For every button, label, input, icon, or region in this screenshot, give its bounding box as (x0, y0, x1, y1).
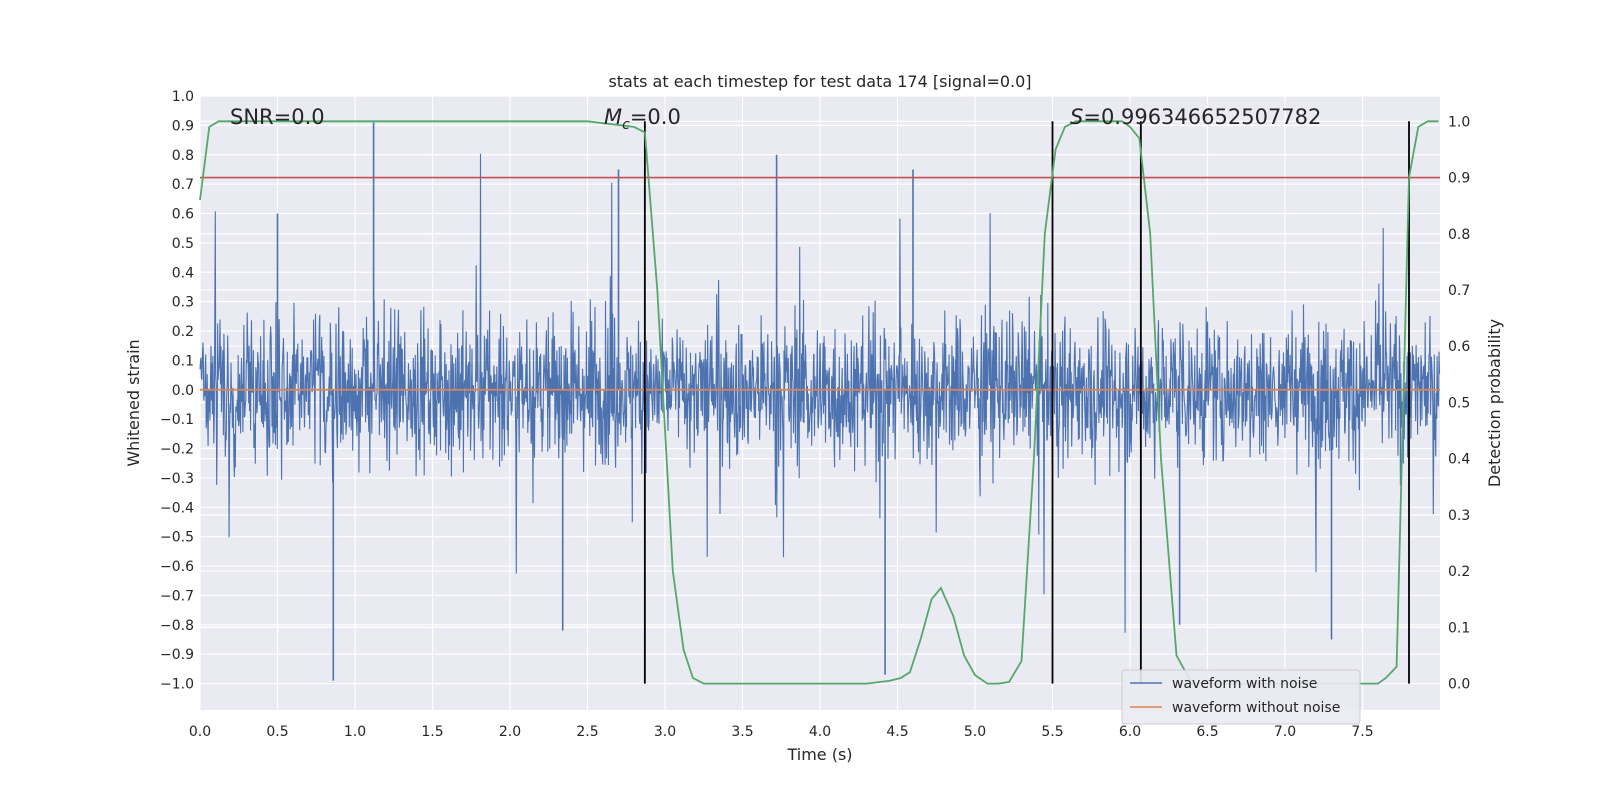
y2-tick-label: 0.8 (1448, 227, 1470, 243)
legend-label-noisy: waveform with noise (1172, 676, 1317, 692)
x-tick-label: 4.0 (809, 724, 831, 740)
x-axis-label: Time (s) (786, 745, 852, 764)
y-tick-label: 0.2 (172, 324, 194, 340)
y2-tick-label: 0.1 (1448, 620, 1470, 636)
detection-probability-line (199, 120, 1439, 685)
x-tick-label: 1.0 (344, 724, 366, 740)
score-annotation: S=0.996346652507782 (1070, 105, 1321, 129)
y2-tick-label: 0.0 (1448, 677, 1470, 693)
y-tick-label: −0.7 (160, 588, 194, 604)
y-tick-label: 0.0 (172, 383, 194, 399)
y-tick-label: −0.4 (160, 500, 194, 516)
x-tick-label: 3.0 (654, 724, 676, 740)
x-tick-label: 3.5 (731, 724, 753, 740)
y-tick-label: −1.0 (160, 677, 194, 693)
y-tick-label: 0.4 (172, 265, 194, 281)
x-tick-label: 6.5 (1196, 724, 1218, 740)
x-tick-label: 0.5 (266, 724, 288, 740)
tick-labels: 0.0 0.5 1.0 1.5 2.0 2.5 3.0 3.5 4.0 4.5 5.0 5.5 6.0 6… (160, 89, 1470, 740)
snr-annotation: SNR=0.0 (230, 105, 325, 129)
x-tick-label: 0.0 (189, 724, 211, 740)
y2-tick-label: 0.9 (1448, 171, 1470, 187)
y2-tick-label: 0.3 (1448, 508, 1470, 524)
x-tick-label: 7.0 (1274, 724, 1296, 740)
x-tick-label: 5.0 (964, 724, 986, 740)
y-tick-label: 0.5 (172, 236, 194, 252)
y-tick-label: −0.8 (160, 618, 194, 634)
y-tick-label: 1.0 (172, 89, 194, 105)
x-tick-label: 4.5 (886, 724, 908, 740)
y-axis-label: Whitened strain (124, 339, 143, 466)
x-tick-label: 5.5 (1041, 724, 1063, 740)
x-tick-label: 2.5 (576, 724, 598, 740)
plot-content (199, 120, 1441, 685)
legend: waveform with noise waveform without noi… (1121, 669, 1361, 725)
y-tick-label: 0.1 (172, 353, 194, 369)
legend-label-clean: waveform without noise (1172, 700, 1340, 716)
y2-axis-label: Detection probability (1485, 319, 1504, 487)
y2-tick-label: 0.4 (1448, 452, 1470, 468)
y-tick-label: −0.6 (160, 559, 194, 575)
y-tick-label: 0.3 (172, 295, 194, 311)
y-tick-label: −0.5 (160, 530, 194, 546)
y-tick-label: 0.9 (172, 118, 194, 134)
y-tick-label: −0.1 (160, 412, 194, 428)
chirp-mass-annotation: Mc=0.0 (604, 105, 681, 133)
y2-tick-label: 1.0 (1448, 114, 1470, 130)
y-tick-label: −0.2 (160, 442, 194, 458)
y2-tick-label: 0.6 (1448, 339, 1470, 355)
noisy-waveform-line (199, 153, 1441, 633)
x-tick-label: 1.5 (421, 724, 443, 740)
y-tick-label: 0.7 (172, 177, 194, 193)
y-tick-label: 0.8 (172, 148, 194, 164)
chart-title: stats at each timestep for test data 174… (608, 72, 1031, 91)
y2-tick-label: 0.2 (1448, 564, 1470, 580)
legend-box (1121, 669, 1361, 725)
x-tick-label: 6.0 (1119, 724, 1141, 740)
x-tick-label: 7.5 (1351, 724, 1373, 740)
y-tick-label: −0.9 (160, 647, 194, 663)
y-tick-label: 0.6 (172, 207, 194, 223)
y2-tick-label: 0.5 (1448, 395, 1470, 411)
y2-tick-label: 0.7 (1448, 283, 1470, 299)
y-tick-label: −0.3 (160, 471, 194, 487)
x-tick-label: 2.0 (499, 724, 521, 740)
